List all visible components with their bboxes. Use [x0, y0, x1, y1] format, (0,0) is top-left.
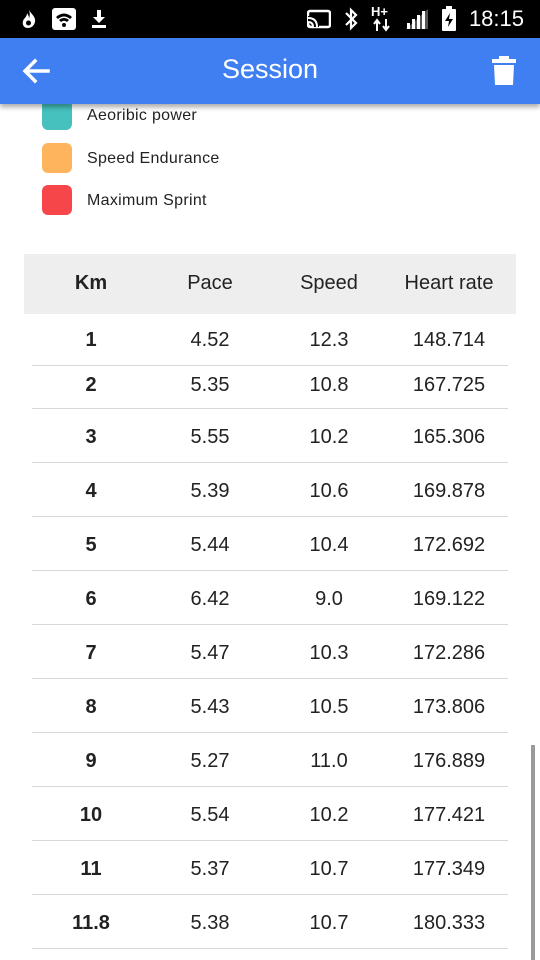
- table-header: Km Pace Speed Heart rate: [24, 254, 516, 314]
- legend-item-maximum-sprint: Maximum Sprint: [42, 185, 442, 215]
- table-row: 10 5.54 10.2 177.421: [32, 786, 508, 841]
- cell-speed: 12.3: [309, 329, 349, 351]
- legend-swatch: [42, 100, 72, 130]
- cell-km: 5: [85, 534, 97, 556]
- header-heart-rate: Heart rate: [404, 272, 494, 294]
- cell-heart-rate: 169.878: [412, 480, 486, 502]
- cell-pace: 6.42: [190, 588, 230, 610]
- cell-heart-rate: 180.333: [412, 912, 486, 934]
- signal-icon: [405, 9, 428, 29]
- cell-km: 8: [85, 696, 97, 718]
- cell-pace: 5.35: [190, 374, 230, 396]
- cell-pace: 5.37: [190, 858, 230, 880]
- legend-label: Speed Endurance: [87, 150, 220, 167]
- cell-heart-rate: 165.306: [412, 426, 486, 448]
- table-row: 7 5.47 10.3 172.286: [32, 624, 508, 679]
- cell-pace: 5.27: [190, 750, 230, 772]
- flame-icon: [22, 10, 36, 28]
- cell-pace: 5.39: [190, 480, 230, 502]
- cast-icon: [306, 9, 331, 29]
- legend-swatch: [42, 143, 72, 173]
- cell-speed: 10.8: [309, 374, 349, 396]
- legend-label: Maximum Sprint: [87, 192, 207, 209]
- cell-pace: 4.52: [190, 329, 230, 351]
- cell-heart-rate: 172.286: [412, 642, 486, 664]
- cell-heart-rate: 169.122: [412, 588, 486, 610]
- cell-speed: 10.3: [309, 642, 349, 664]
- table-row: 9 5.27 11.0 176.889: [32, 732, 508, 787]
- cell-heart-rate: 173.806: [412, 696, 486, 718]
- status-time: 18:15: [468, 6, 524, 31]
- cell-heart-rate: 177.349: [412, 858, 486, 880]
- legend-item-speed-endurance: Speed Endurance: [42, 143, 442, 173]
- cell-speed: 9.0: [315, 588, 343, 610]
- data-hplus-icon: H+: [370, 4, 393, 32]
- cell-km: 10: [79, 804, 103, 826]
- scrollbar[interactable]: [531, 745, 535, 960]
- table-row: 11 5.37 10.7 177.349: [32, 840, 508, 895]
- cell-km: 7: [85, 642, 97, 664]
- legend-item-aerobic: Aeoribic power: [42, 100, 442, 130]
- cell-pace: 5.47: [190, 642, 230, 664]
- cell-km: 11: [80, 858, 102, 880]
- cell-km: 1: [85, 329, 97, 351]
- download-icon: [92, 10, 106, 28]
- cell-speed: 10.6: [309, 480, 349, 502]
- status-bar-right: H+ 18:15: [306, 4, 524, 32]
- cell-heart-rate: 167.725: [412, 374, 486, 396]
- cell-km: 11.8: [72, 912, 110, 934]
- cell-heart-rate: 148.714: [412, 329, 486, 351]
- cell-pace: 5.54: [190, 804, 230, 826]
- cell-heart-rate: 172.692: [412, 534, 486, 556]
- table-row: 1 4.52 12.3 148.714: [32, 314, 508, 366]
- wifi-icon: [52, 8, 76, 30]
- cell-pace: 5.44: [190, 534, 230, 556]
- table-row: 11.8 5.38 10.7 180.333: [32, 894, 508, 949]
- cell-km: 4: [85, 480, 97, 502]
- table-row: 5 5.44 10.4 172.692: [32, 516, 508, 571]
- header-speed: Speed: [300, 272, 358, 294]
- cell-speed: 10.4: [309, 534, 349, 556]
- arrow-back-icon[interactable]: [20, 57, 52, 85]
- legend-label: Aeoribic power: [87, 107, 198, 124]
- page-title: Session: [221, 54, 319, 84]
- cell-km: 3: [85, 426, 97, 448]
- table-row: 2 5.35 10.8 167.725: [32, 365, 508, 409]
- cell-heart-rate: 176.889: [412, 750, 486, 772]
- header-km: Km: [74, 272, 108, 294]
- trash-icon[interactable]: [492, 56, 516, 86]
- table-row: 8 5.43 10.5 173.806: [32, 678, 508, 733]
- cell-pace: 5.38: [190, 912, 230, 934]
- battery-charging-icon: [441, 6, 456, 31]
- cell-speed: 11.0: [310, 750, 348, 772]
- status-bar-left: [20, 8, 108, 30]
- cell-pace: 5.43: [190, 696, 230, 718]
- table-row: 6 6.42 9.0 169.122: [32, 570, 508, 625]
- cell-km: 9: [85, 750, 97, 772]
- status-bar: H+ 18:15: [0, 0, 540, 38]
- bluetooth-icon: [345, 7, 358, 31]
- cell-speed: 10.5: [309, 696, 349, 718]
- app-bar: Session: [0, 38, 540, 104]
- cell-heart-rate: 177.421: [412, 804, 486, 826]
- cell-km: 2: [85, 374, 97, 396]
- cell-pace: 5.55: [190, 426, 230, 448]
- cell-speed: 10.7: [309, 912, 349, 934]
- table-row: 3 5.55 10.2 165.306: [32, 408, 508, 463]
- cell-speed: 10.2: [309, 426, 349, 448]
- data-hplus-label: H+: [370, 4, 388, 19]
- cell-speed: 10.7: [309, 858, 349, 880]
- table-row: 4 5.39 10.6 169.878: [32, 462, 508, 517]
- cell-speed: 10.2: [309, 804, 349, 826]
- legend-swatch: [42, 185, 72, 215]
- header-pace: Pace: [187, 272, 233, 294]
- cell-km: 6: [85, 588, 97, 610]
